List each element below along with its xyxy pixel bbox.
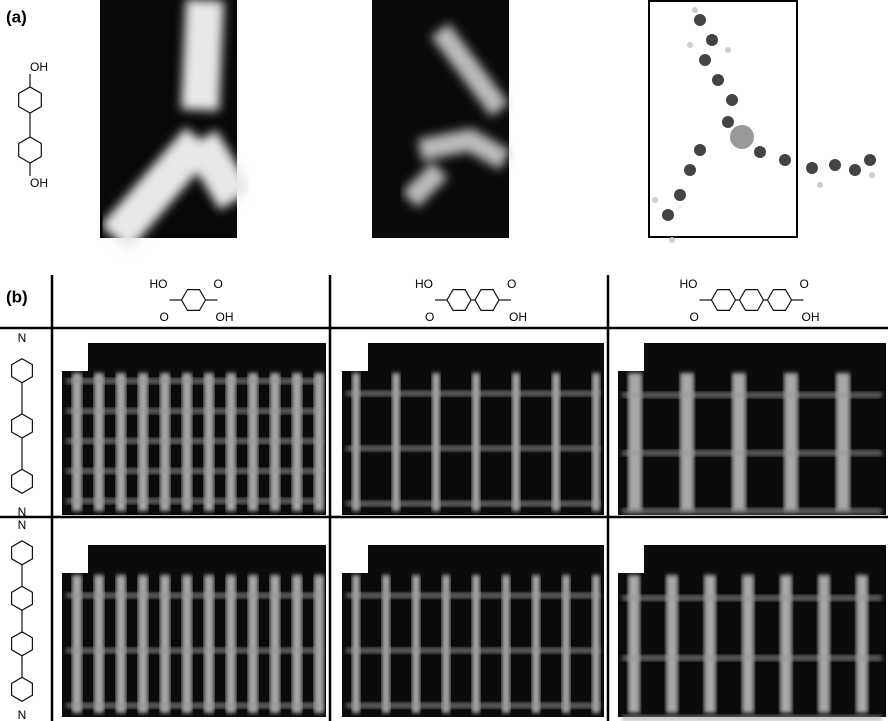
atom-label: OH <box>30 60 48 74</box>
atom <box>806 162 818 174</box>
atom-label: OH <box>30 176 48 190</box>
h-atom <box>669 237 675 243</box>
stm-band <box>622 655 882 661</box>
atom-label: O <box>425 310 434 324</box>
stm-band <box>66 498 322 504</box>
atom <box>722 116 734 128</box>
ring <box>12 677 33 701</box>
panel-label: (a) <box>6 7 27 26</box>
stm-band <box>66 438 322 444</box>
scale-label: 0.5 nm <box>532 11 580 28</box>
h-atom <box>725 47 731 53</box>
atom-label: O <box>160 310 169 324</box>
stm-band <box>346 391 600 397</box>
stm-notch <box>618 545 644 573</box>
ring <box>12 414 33 438</box>
atom-label: O <box>690 310 699 324</box>
atom <box>712 74 724 86</box>
atom <box>674 189 686 201</box>
stm-band <box>346 593 600 599</box>
atom <box>779 154 791 166</box>
metal-atom <box>730 125 754 149</box>
atom <box>864 154 876 166</box>
atom-label: HO <box>415 277 433 291</box>
ring <box>740 290 764 311</box>
stm-band <box>346 703 600 709</box>
stm-notch <box>342 343 368 371</box>
atom <box>694 144 706 156</box>
ring <box>182 290 206 311</box>
atom <box>849 164 861 176</box>
ring <box>19 137 42 163</box>
stm-band <box>346 446 600 452</box>
stm-band <box>346 501 600 507</box>
atom-label: O <box>507 277 516 291</box>
scale-label: 0.5 nm <box>260 11 308 28</box>
atom-label: N <box>18 708 27 721</box>
ring <box>12 632 33 656</box>
ring <box>12 469 33 493</box>
ring <box>12 586 33 610</box>
atom <box>706 34 718 46</box>
atom <box>726 94 738 106</box>
panel-label: (b) <box>6 287 28 306</box>
stm-notch <box>618 343 644 371</box>
atom <box>694 14 706 26</box>
atom-label: O <box>214 277 223 291</box>
h-atom <box>652 197 658 203</box>
stm-band <box>66 408 322 414</box>
atom-label: OH <box>802 310 820 324</box>
atom-label: HO <box>680 277 698 291</box>
stm-notch <box>62 545 88 573</box>
atom-label: O <box>800 277 809 291</box>
atom <box>662 209 674 221</box>
ring <box>475 290 499 311</box>
atom <box>699 54 711 66</box>
ring <box>447 290 471 311</box>
stm-band <box>622 595 882 601</box>
stm-band <box>622 450 882 456</box>
stm-band <box>66 703 322 709</box>
ring <box>712 290 736 311</box>
figure: (a) OH OH 0.5 nm 0.5 nm (b) HOOOOHHOOOOH… <box>0 0 888 721</box>
atom-label: OH <box>509 310 527 324</box>
ring <box>19 87 42 113</box>
stm-band <box>66 648 322 654</box>
stm-band <box>622 392 882 398</box>
stm-band <box>622 715 882 721</box>
h-atom <box>687 42 693 48</box>
h-atom <box>817 182 823 188</box>
atom <box>684 164 696 176</box>
stm-band <box>346 648 600 654</box>
stm-band <box>66 378 322 384</box>
ring <box>768 290 792 311</box>
atom <box>829 159 841 171</box>
stm-band <box>66 468 322 474</box>
atom <box>754 146 766 158</box>
atom-label: OH <box>216 310 234 324</box>
stm-notch <box>62 343 88 371</box>
stm-notch <box>342 545 368 573</box>
stm-band <box>622 508 882 514</box>
stm-band <box>66 593 322 599</box>
atom-label: N <box>18 331 27 345</box>
h-atom <box>692 7 698 13</box>
ring <box>12 541 33 565</box>
atom-label: N <box>18 518 27 532</box>
h-atom <box>869 172 875 178</box>
atom-label: HO <box>150 277 168 291</box>
atom-label: N <box>18 505 27 519</box>
ring <box>12 359 33 383</box>
